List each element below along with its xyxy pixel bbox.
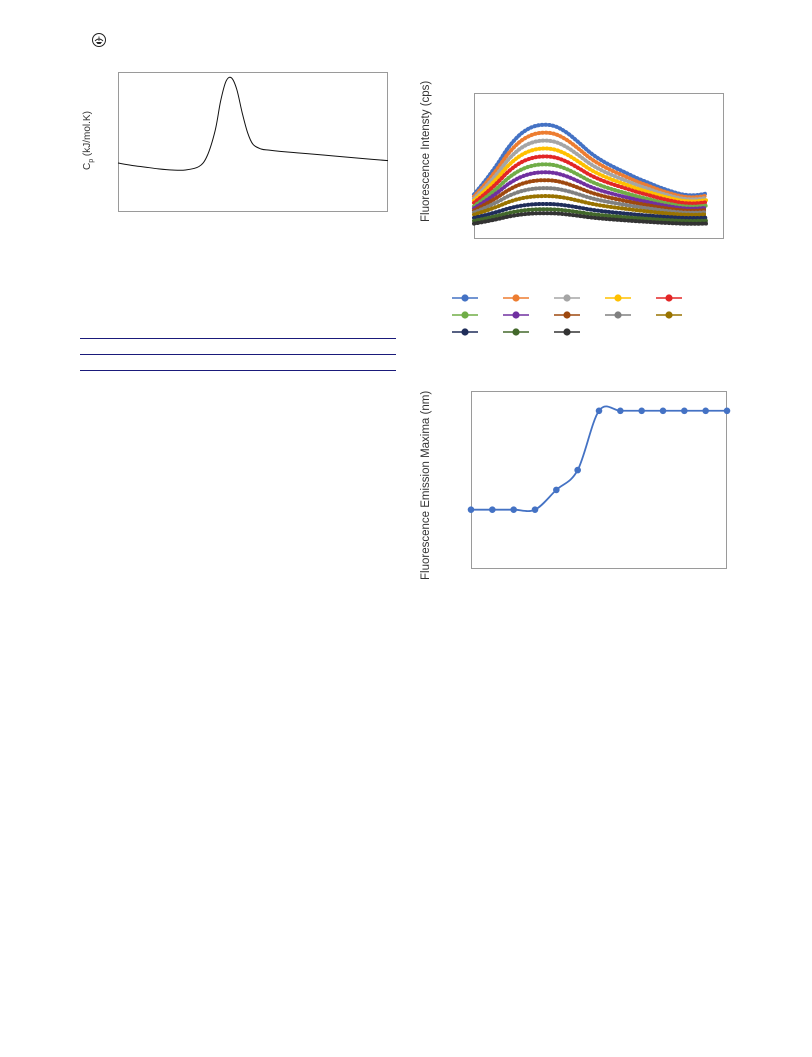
legend-entry-12 bbox=[503, 328, 529, 336]
maxima-point-2 bbox=[489, 506, 496, 513]
spectra-series-core-7 bbox=[473, 170, 707, 211]
maxima-point-6 bbox=[574, 466, 581, 474]
legend-entry-6 bbox=[452, 311, 478, 319]
spectra-series-core-8 bbox=[473, 178, 707, 213]
spectra-chart-ylabel: Fluorescence Intensty (cps) bbox=[420, 80, 432, 222]
spectra-series-core-9 bbox=[473, 186, 707, 215]
spectra-series-core-1 bbox=[472, 123, 707, 197]
cp-chart-ylabel: Cp (kJ/mol.K) bbox=[82, 111, 95, 170]
maxima-chart-ylabel: Fluorescence Emission Maxima (nm) bbox=[420, 390, 432, 580]
spectra-legend bbox=[452, 294, 682, 336]
legend-entry-1 bbox=[452, 294, 478, 302]
maxima-series-line bbox=[470, 405, 727, 513]
legend-entry-4 bbox=[605, 294, 631, 302]
table-bottom-rule bbox=[80, 370, 396, 371]
cp-chart bbox=[117, 72, 389, 212]
maxima-point-9 bbox=[638, 407, 645, 415]
cp-series-line bbox=[117, 76, 389, 171]
maxima-plot-area bbox=[471, 391, 727, 569]
legend-entry-11 bbox=[452, 328, 478, 336]
maxima-point-11 bbox=[681, 407, 688, 415]
spectra-series-core-2 bbox=[472, 131, 707, 199]
maxima-point-1 bbox=[467, 506, 475, 513]
legend-entry-2 bbox=[503, 294, 529, 302]
maxima-point-7 bbox=[595, 407, 603, 415]
spectra-series-core-13 bbox=[473, 211, 707, 226]
spectra-series-core-5 bbox=[473, 154, 707, 205]
legend-entry-5 bbox=[656, 294, 682, 302]
legend-entry-3 bbox=[554, 294, 580, 302]
table-header-rule bbox=[80, 354, 396, 355]
maxima-point-8 bbox=[617, 407, 624, 415]
maxima-point-10 bbox=[659, 407, 667, 415]
maxima-point-3 bbox=[510, 506, 517, 513]
legend-entry-9 bbox=[605, 311, 631, 319]
publisher-seal-icon bbox=[92, 33, 106, 47]
legend-entry-13 bbox=[554, 328, 580, 336]
spectra-plot-area bbox=[474, 93, 724, 239]
legend-entry-10 bbox=[656, 311, 682, 319]
spectra-series-core-11 bbox=[473, 202, 707, 220]
spectra-series-core-3 bbox=[472, 139, 707, 201]
table-top-rule bbox=[80, 338, 396, 339]
cp-plot-area bbox=[118, 72, 388, 212]
legend-entry-7 bbox=[503, 311, 529, 319]
maxima-point-4 bbox=[531, 506, 539, 513]
maxima-point-5 bbox=[553, 486, 560, 494]
spectra-series-core-4 bbox=[472, 147, 707, 203]
maxima-chart bbox=[467, 391, 731, 569]
maxima-point-12 bbox=[702, 407, 709, 415]
spectra-chart bbox=[472, 93, 724, 239]
spectra-series-core-12 bbox=[473, 207, 707, 223]
spectra-series-core-10 bbox=[473, 194, 707, 217]
legend-entry-8 bbox=[554, 311, 580, 319]
maxima-point-13 bbox=[723, 407, 731, 415]
spectra-series-core-6 bbox=[473, 162, 707, 209]
